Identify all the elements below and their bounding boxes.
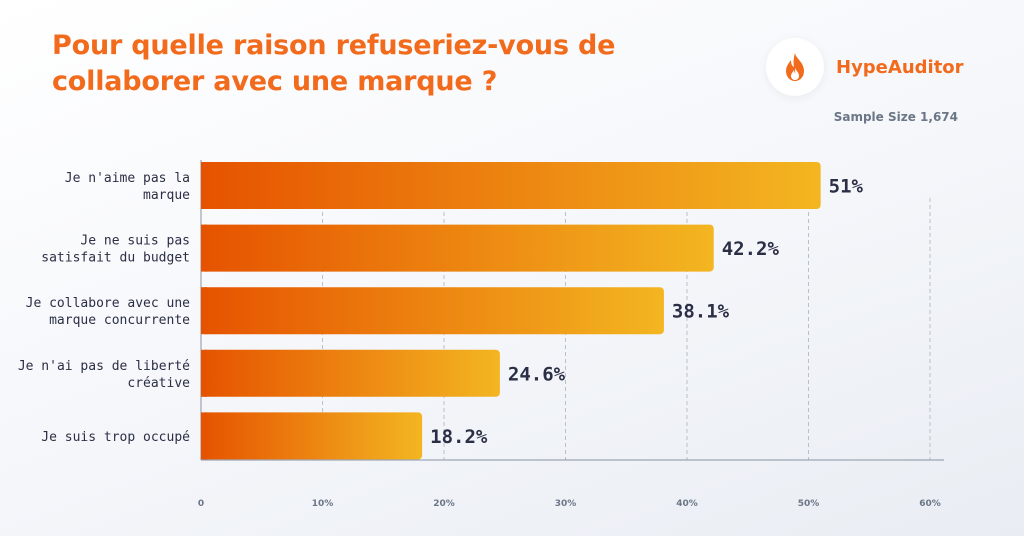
category-label-3-line-1: Je collabore avec une — [26, 296, 191, 311]
value-label-5: 18.2% — [430, 426, 488, 448]
chart-title: Pour quelle raison refuseriez-vous de co… — [52, 30, 616, 97]
value-label-3: 38.1% — [672, 301, 730, 323]
tick-label-20: 20% — [433, 499, 455, 509]
category-label-5: Je suis trop occupé — [41, 430, 190, 445]
bar-5 — [201, 412, 423, 460]
category-label-3: Je collabore avec une marque concurrente — [26, 296, 191, 328]
bar-1 — [201, 162, 821, 209]
value-label-1: 51% — [829, 176, 864, 198]
flame-icon — [766, 38, 824, 96]
category-label-5-line-1: Je suis trop occupé — [41, 430, 190, 445]
category-label-2-line-2: satisfait du budget — [41, 251, 190, 266]
brand-name: HypeAuditor — [836, 56, 964, 78]
tick-label-40: 40% — [676, 499, 698, 509]
category-label-4: Je n'ai pas de liberté créative — [18, 359, 190, 391]
category-label-4-line-1: Je n'ai pas de liberté — [18, 359, 190, 374]
category-label-1-line-1: Je n'aime pas la — [65, 171, 190, 186]
category-label-2-line-1: Je ne suis pas — [80, 234, 190, 249]
bar-2 — [201, 224, 714, 272]
value-label-4: 24.6% — [508, 363, 566, 385]
bar-3-edge — [201, 287, 207, 335]
bar-1-edge — [201, 162, 207, 209]
bar-4-edge — [201, 349, 207, 397]
bar-2-edge — [201, 224, 207, 272]
value-label-2: 42.2% — [722, 238, 780, 260]
category-label-3-line-2: marque concurrente — [49, 313, 190, 328]
brand-logo: HypeAuditor — [766, 38, 964, 96]
bar-3 — [201, 287, 664, 335]
tick-label-30: 30% — [555, 499, 577, 509]
bar-5-edge — [201, 412, 207, 460]
category-label-4-line-2: créative — [127, 376, 190, 391]
tick-label-10: 10% — [312, 499, 334, 509]
category-label-2: Je ne suis pas satisfait du budget — [41, 234, 190, 266]
tick-label-50: 50% — [798, 499, 820, 509]
tick-label-60: 60% — [919, 499, 941, 509]
bar-4 — [201, 349, 500, 397]
category-label-1-line-2: marque — [143, 188, 190, 203]
tick-label-0: 0 — [198, 499, 204, 509]
sample-size: Sample Size 1,674 — [833, 110, 958, 124]
category-label-1: Je n'aime pas la marque — [65, 171, 190, 203]
